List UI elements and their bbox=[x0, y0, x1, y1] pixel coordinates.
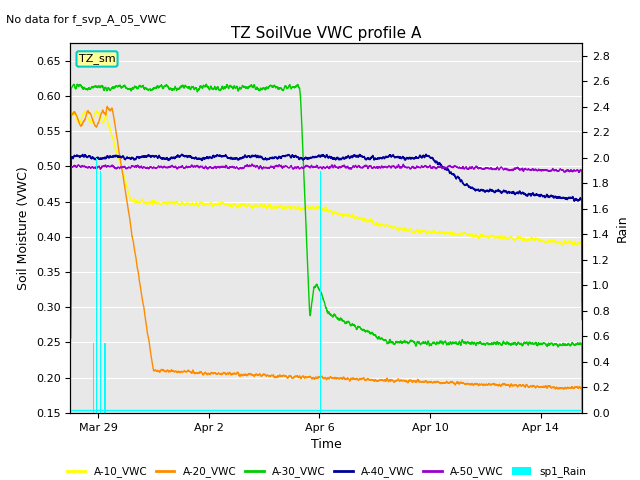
Bar bbox=[96, 158, 97, 413]
Bar bbox=[320, 171, 321, 413]
Bar bbox=[104, 343, 106, 413]
Legend: A-10_VWC, A-20_VWC, A-30_VWC, A-40_VWC, A-50_VWC, sp1_Rain: A-10_VWC, A-20_VWC, A-30_VWC, A-40_VWC, … bbox=[62, 462, 591, 480]
Text: No data for f_svp_A_05_VWC: No data for f_svp_A_05_VWC bbox=[6, 14, 166, 25]
Y-axis label: Soil Moisture (VWC): Soil Moisture (VWC) bbox=[17, 166, 30, 290]
X-axis label: Time: Time bbox=[311, 438, 342, 451]
Bar bbox=[100, 171, 101, 413]
Bar bbox=[93, 343, 95, 413]
Text: TZ_sm: TZ_sm bbox=[79, 53, 115, 64]
Y-axis label: Rain: Rain bbox=[616, 214, 628, 242]
Title: TZ SoilVue VWC profile A: TZ SoilVue VWC profile A bbox=[231, 25, 422, 41]
